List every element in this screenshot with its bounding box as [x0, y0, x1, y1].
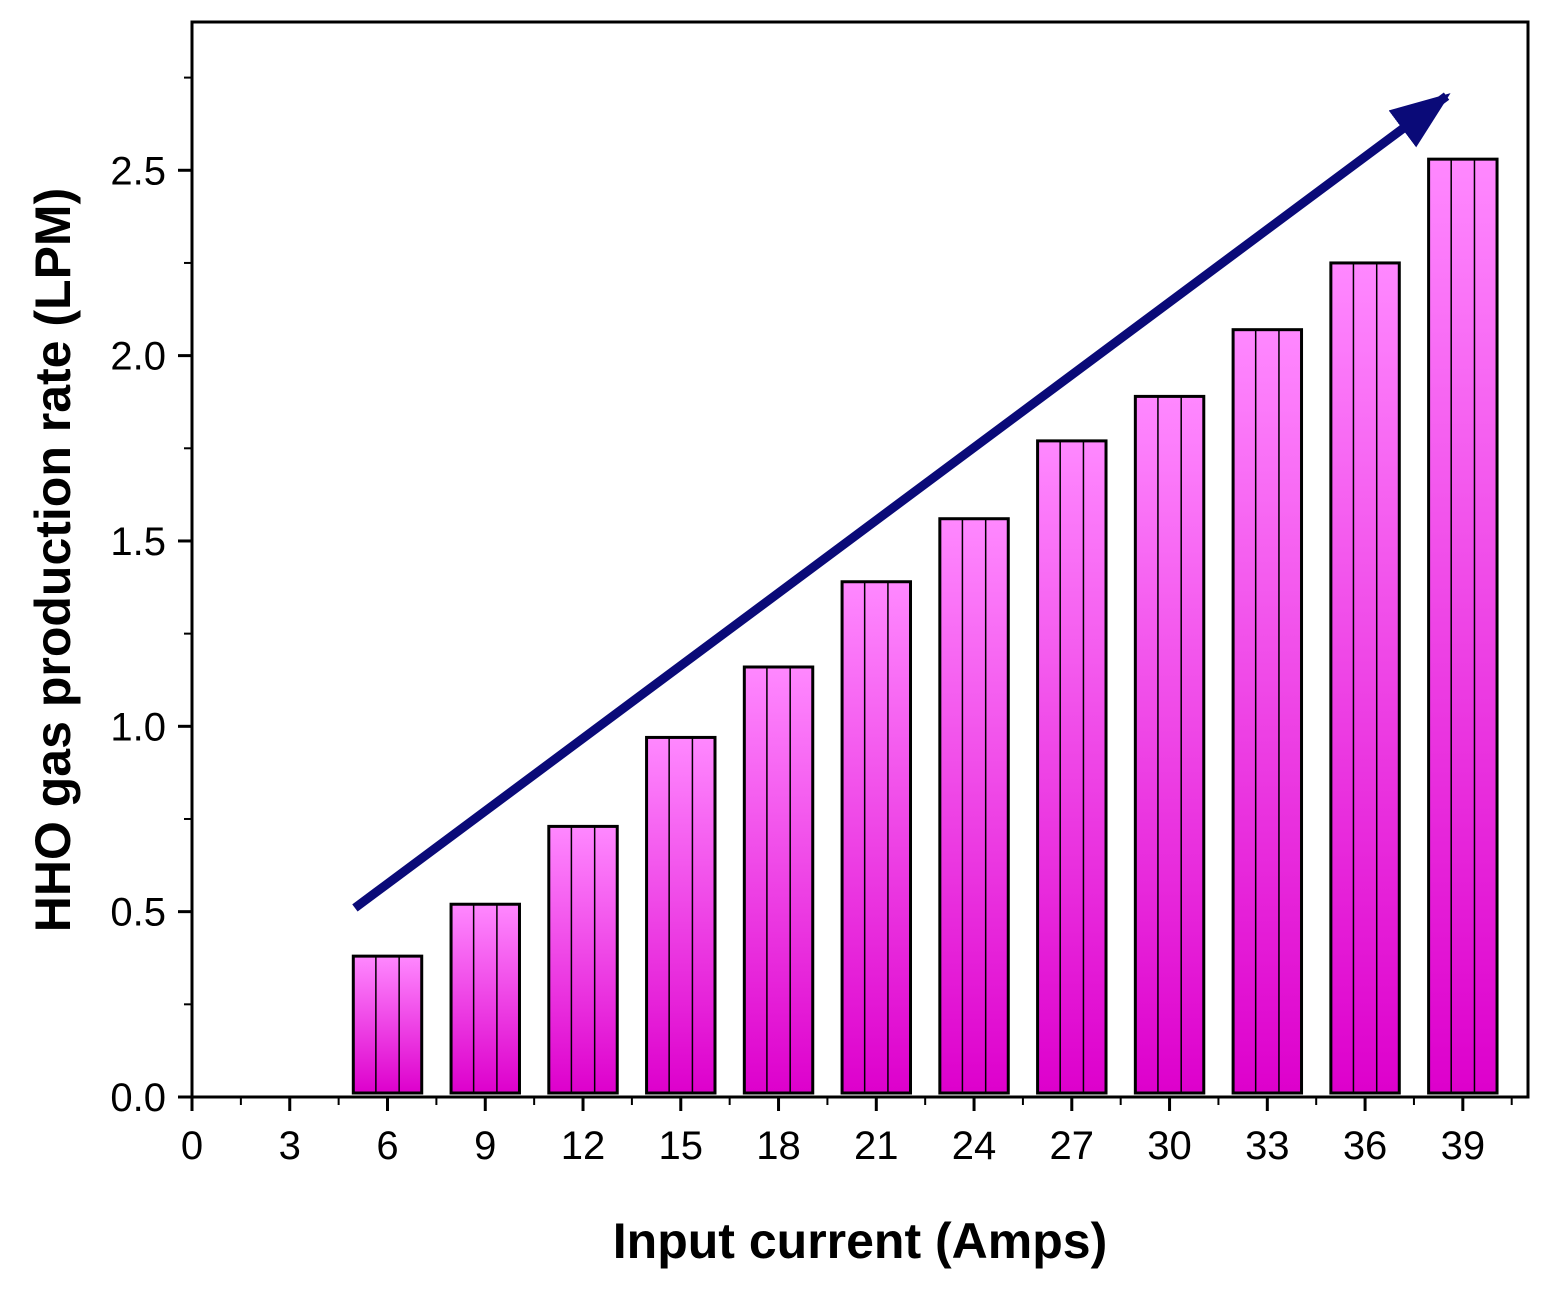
bar	[547, 824, 619, 1095]
bar-rect	[840, 580, 913, 1095]
bar	[1231, 328, 1304, 1095]
trend-arrow	[352, 92, 1451, 912]
bar	[645, 735, 717, 1095]
bar-rect	[742, 665, 815, 1095]
x-tick-label: 0	[181, 1124, 203, 1168]
x-tick-label: 21	[854, 1124, 899, 1168]
bar	[449, 902, 521, 1095]
bar-rect	[938, 517, 1010, 1095]
y-tick-label: 0.5	[110, 891, 166, 935]
y-tick-label: 2.5	[110, 149, 166, 193]
bar-rect	[351, 954, 424, 1095]
x-tick-label: 36	[1343, 1124, 1388, 1168]
x-axis-title: Input current (Amps)	[613, 1213, 1107, 1269]
x-tick-label: 33	[1245, 1124, 1290, 1168]
bars-layer	[351, 157, 1499, 1095]
y-tick-label: 1.5	[110, 520, 166, 564]
bar	[1133, 394, 1206, 1095]
annotation-layer	[352, 92, 1451, 912]
x-tick-label: 24	[952, 1124, 997, 1168]
bar-rect	[449, 902, 521, 1095]
x-tick-label: 18	[756, 1124, 801, 1168]
bar	[1427, 157, 1499, 1095]
y-tick-label: 0.0	[110, 1076, 166, 1120]
bar-rect	[1133, 394, 1206, 1095]
bar-rect	[1427, 157, 1499, 1095]
x-tick-label: 27	[1050, 1124, 1095, 1168]
y-tick-label: 2.0	[110, 335, 166, 379]
bar	[351, 954, 424, 1095]
bar	[1036, 439, 1108, 1095]
bar	[742, 665, 815, 1095]
x-tick-label: 12	[561, 1124, 606, 1168]
bar	[840, 580, 913, 1095]
bar	[938, 517, 1010, 1095]
bar	[1329, 261, 1401, 1095]
y-tick-label: 1.0	[110, 705, 166, 749]
bar-rect	[547, 824, 619, 1095]
x-tick-label: 15	[659, 1124, 704, 1168]
bar-rect	[1329, 261, 1401, 1095]
x-tick-label: 39	[1441, 1124, 1486, 1168]
x-axis: 0 3 6 9 12 15 18 21 24 27 30 33 36 39	[181, 1097, 1513, 1168]
bar-rect	[645, 735, 717, 1095]
bar-rect	[1036, 439, 1108, 1095]
bar-rect	[1231, 328, 1304, 1095]
y-axis: 0.0 0.5 1.0 1.5 2.0 2.5	[110, 76, 192, 1120]
plot-frame	[190, 20, 1530, 1099]
x-tick-label: 30	[1147, 1124, 1192, 1168]
y-axis-title: HHO gas production rate (LPM)	[25, 188, 81, 932]
x-tick-label: 6	[376, 1124, 398, 1168]
x-tick-label: 9	[474, 1124, 496, 1168]
x-tick-label: 3	[279, 1124, 301, 1168]
